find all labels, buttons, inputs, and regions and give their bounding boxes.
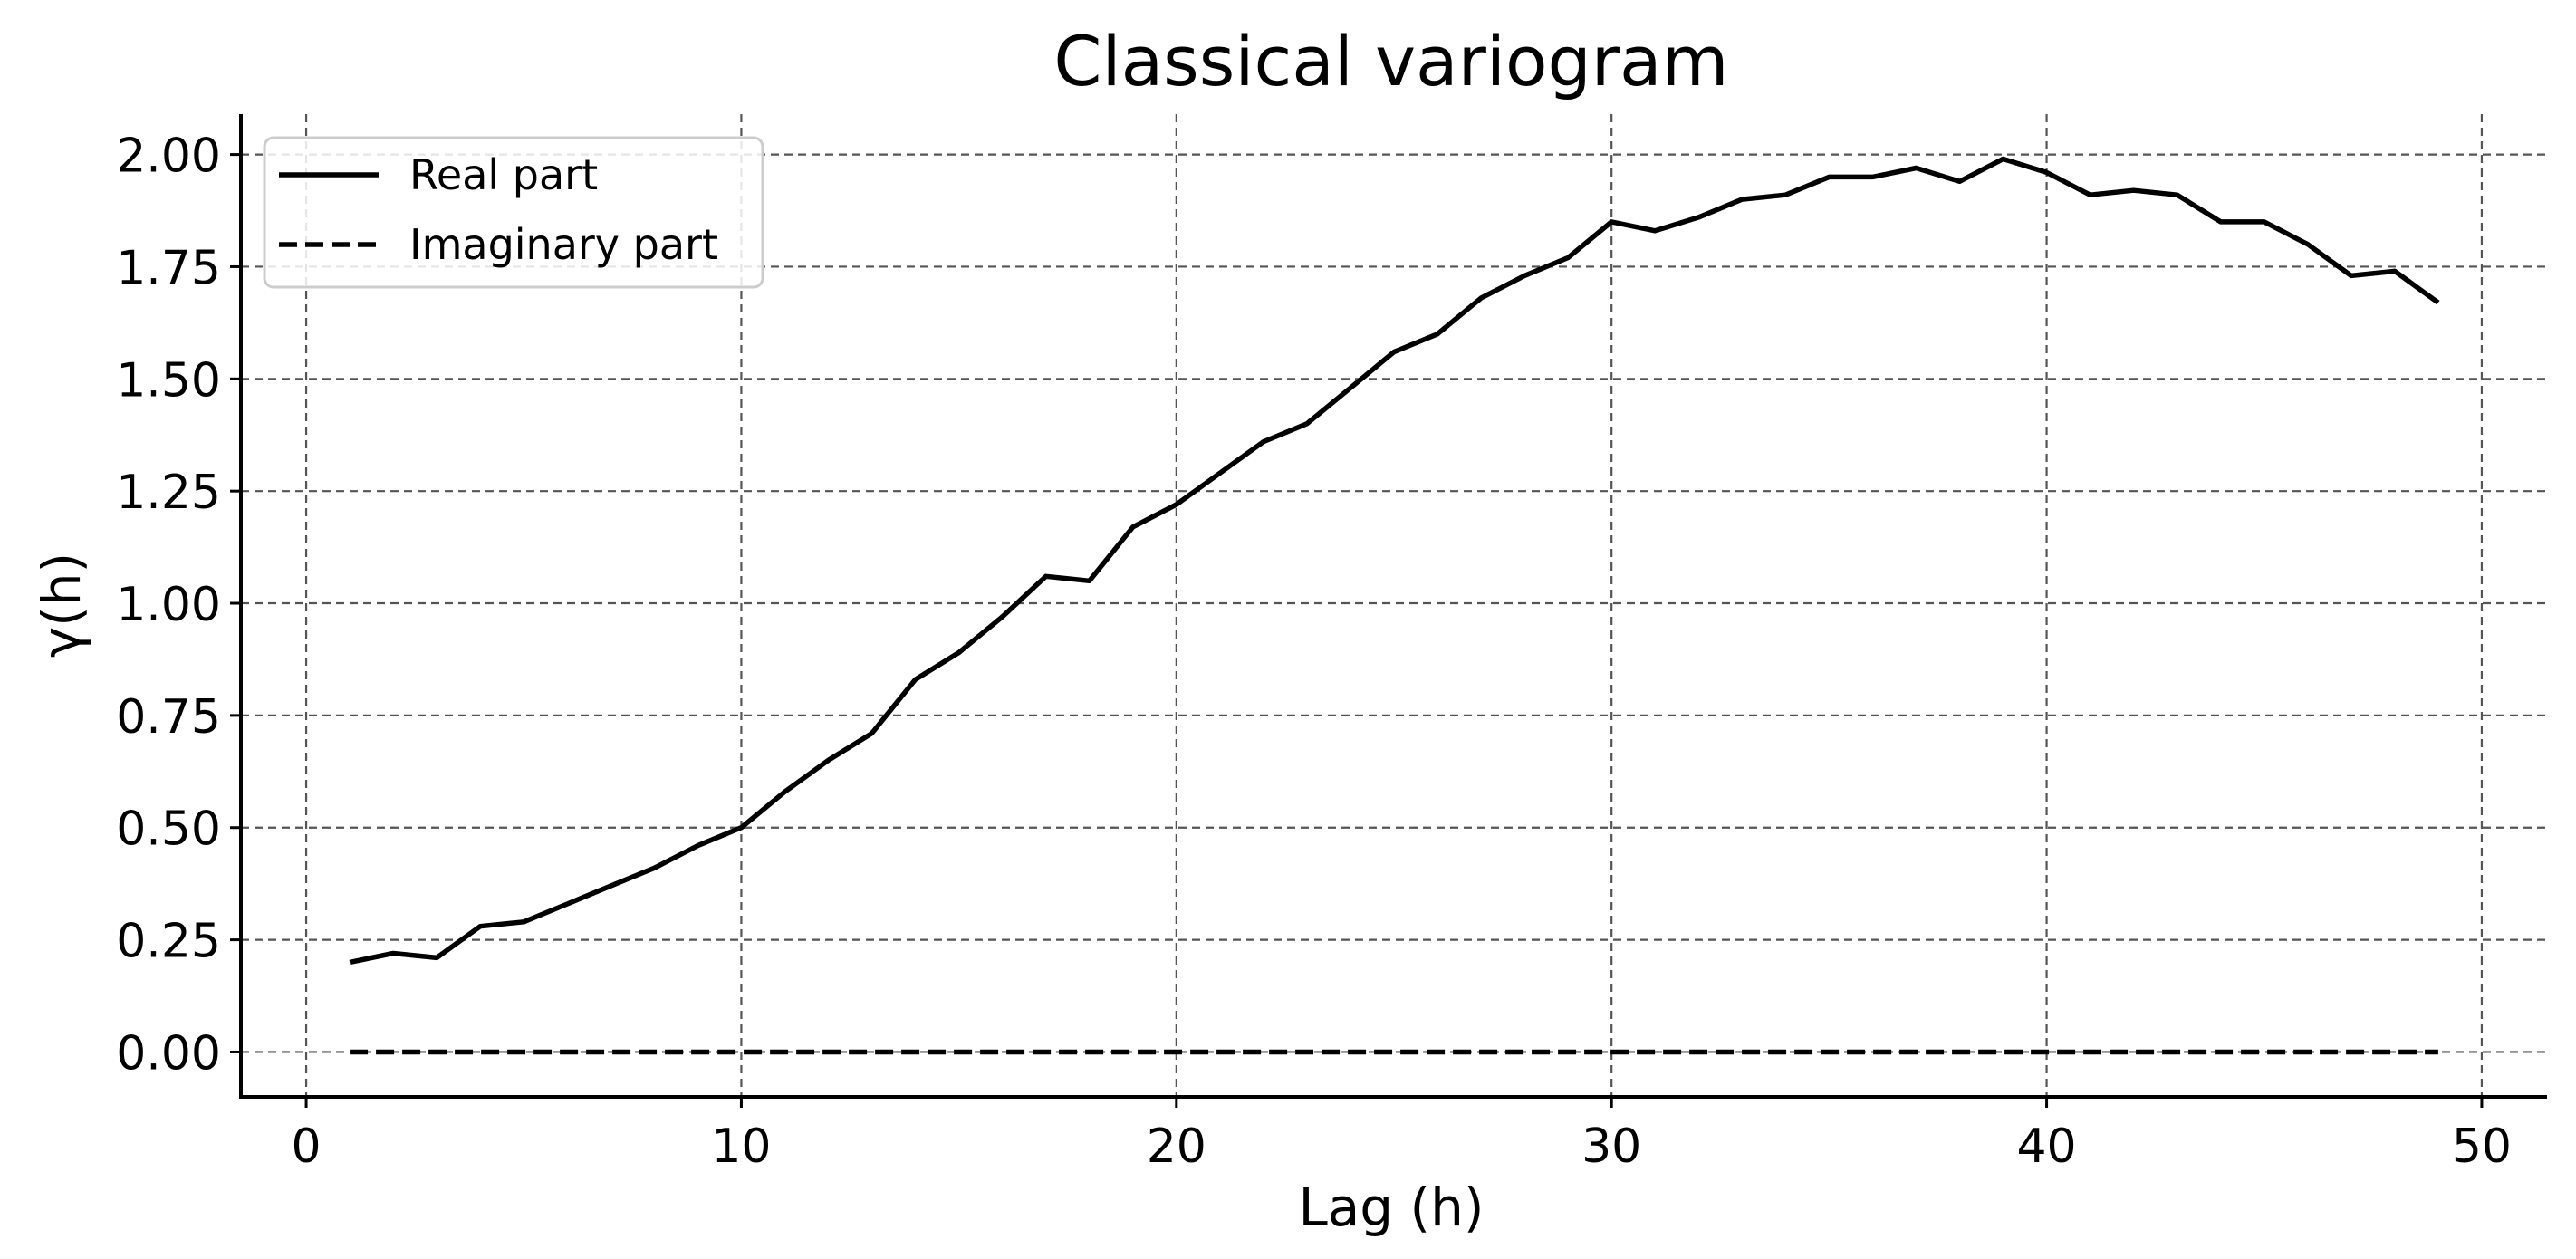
x-axis-label: Lag (h): [1298, 1177, 1484, 1238]
series-line-real: [349, 156, 2440, 966]
chart-title: Classical variogram: [1053, 21, 1728, 101]
y-tick-label: 0.75: [116, 690, 221, 745]
x-ticks: 0 10 20 30 40 50: [292, 1097, 2512, 1174]
y-tick-label: 0.25: [116, 915, 221, 969]
y-tick-label: 1.00: [116, 578, 221, 632]
x-tick-label: 0: [292, 1120, 322, 1174]
y-tick-label: 1.25: [116, 466, 221, 520]
legend-label-imaginary: Imaginary part: [409, 220, 718, 269]
legend-frame: [263, 136, 764, 289]
y-tick-label: 0.50: [116, 802, 221, 857]
y-tick-label: 0.00: [116, 1026, 221, 1081]
x-tick-label: 50: [2452, 1120, 2512, 1174]
x-tick-label: 30: [1581, 1120, 1641, 1174]
axes: [239, 114, 2547, 1099]
series-group: [349, 156, 2440, 1055]
y-tick-label: 1.50: [116, 353, 221, 408]
y-tick-label: 2.00: [116, 130, 221, 184]
x-tick-label: 10: [711, 1120, 771, 1174]
y-tick-label: 1.75: [116, 241, 221, 295]
x-tick-label: 40: [2016, 1120, 2076, 1174]
legend-label-real: Real part: [409, 150, 598, 199]
y-axis-label: γ(h): [31, 553, 92, 658]
legend: Real part Imaginary part: [263, 136, 764, 289]
y-ticks: 0.00 0.25 0.50 0.75 1.00 1.25 1.50 1.75 2.00: [116, 130, 241, 1081]
x-tick-label: 20: [1147, 1120, 1206, 1174]
